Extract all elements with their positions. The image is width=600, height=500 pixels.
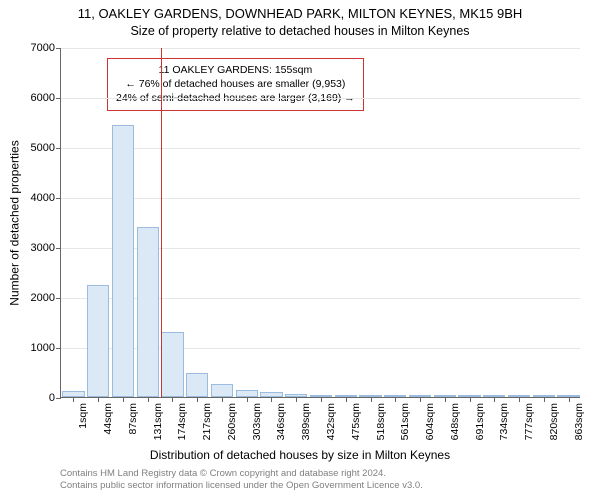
ytick-mark [56, 198, 61, 199]
xtick-mark [247, 397, 248, 402]
xtick-mark [395, 397, 396, 402]
xtick-mark [470, 397, 471, 402]
title-line-2: Size of property relative to detached ho… [0, 24, 600, 38]
histogram-bar [186, 373, 208, 397]
xtick-mark [222, 397, 223, 402]
plot-area: 11 OAKLEY GARDENS: 155sqm ← 76% of detac… [60, 48, 580, 398]
histogram-bar [112, 125, 134, 398]
xtick-mark [73, 397, 74, 402]
xtick-label: 87sqm [127, 403, 139, 435]
xtick-label: 691sqm [474, 403, 486, 440]
xtick-mark [420, 397, 421, 402]
xtick-mark [445, 397, 446, 402]
ytick-mark [56, 298, 61, 299]
xtick-mark [519, 397, 520, 402]
annotation-line-2: ← 76% of detached houses are smaller (9,… [116, 77, 355, 91]
xtick-mark [148, 397, 149, 402]
xtick-label: 303sqm [251, 403, 263, 440]
histogram-bar [161, 332, 183, 397]
ytick-mark [56, 398, 61, 399]
xtick-label: 217sqm [201, 403, 213, 440]
ytick-label: 7000 [31, 42, 55, 54]
xtick-mark [371, 397, 372, 402]
xtick-mark [98, 397, 99, 402]
ytick-label: 5000 [31, 142, 55, 154]
xtick-mark [123, 397, 124, 402]
gridline [61, 48, 580, 49]
xtick-mark [172, 397, 173, 402]
xtick-label: 561sqm [399, 403, 411, 440]
xtick-mark [346, 397, 347, 402]
ytick-mark [56, 148, 61, 149]
reference-vline [161, 48, 162, 397]
histogram-bar [137, 227, 159, 397]
xtick-label: 604sqm [424, 403, 436, 440]
xtick-label: 260sqm [226, 403, 238, 440]
xtick-label: 389sqm [300, 403, 312, 440]
ytick-mark [56, 48, 61, 49]
gridline [61, 198, 580, 199]
ytick-label: 6000 [31, 92, 55, 104]
xtick-mark [321, 397, 322, 402]
xtick-label: 174sqm [176, 403, 188, 440]
y-axis-label: Number of detached properties [8, 140, 22, 305]
xtick-label: 475sqm [350, 403, 362, 440]
xtick-label: 863sqm [573, 403, 585, 440]
histogram-bar [236, 390, 258, 397]
histogram-bar [87, 285, 109, 398]
xtick-mark [197, 397, 198, 402]
xtick-mark [544, 397, 545, 402]
xtick-label: 1sqm [77, 403, 89, 429]
ytick-label: 4000 [31, 192, 55, 204]
ytick-mark [56, 348, 61, 349]
annotation-box: 11 OAKLEY GARDENS: 155sqm ← 76% of detac… [107, 58, 364, 111]
ytick-label: 0 [49, 392, 55, 404]
xtick-label: 432sqm [325, 403, 337, 440]
footer-line-2: Contains public sector information licen… [60, 480, 423, 492]
gridline [61, 98, 580, 99]
ytick-mark [56, 248, 61, 249]
xtick-mark [296, 397, 297, 402]
xtick-label: 346sqm [275, 403, 287, 440]
xtick-label: 44sqm [102, 403, 114, 435]
footer: Contains HM Land Registry data © Crown c… [60, 468, 423, 493]
chart-container: 11, OAKLEY GARDENS, DOWNHEAD PARK, MILTO… [0, 0, 600, 500]
xtick-label: 734sqm [498, 403, 510, 440]
histogram-bar [211, 384, 233, 397]
xtick-label: 820sqm [548, 403, 560, 440]
xtick-mark [569, 397, 570, 402]
title-line-1: 11, OAKLEY GARDENS, DOWNHEAD PARK, MILTO… [0, 6, 600, 21]
annotation-line-1: 11 OAKLEY GARDENS: 155sqm [116, 63, 355, 77]
xtick-label: 131sqm [152, 403, 164, 440]
xtick-label: 518sqm [375, 403, 387, 440]
x-axis-label: Distribution of detached houses by size … [0, 448, 600, 462]
ytick-label: 1000 [31, 342, 55, 354]
xtick-mark [494, 397, 495, 402]
xtick-label: 777sqm [523, 403, 535, 440]
xtick-label: 648sqm [449, 403, 461, 440]
ytick-label: 3000 [31, 242, 55, 254]
gridline [61, 148, 580, 149]
ytick-mark [56, 98, 61, 99]
footer-line-1: Contains HM Land Registry data © Crown c… [60, 468, 423, 480]
ytick-label: 2000 [31, 292, 55, 304]
xtick-mark [271, 397, 272, 402]
